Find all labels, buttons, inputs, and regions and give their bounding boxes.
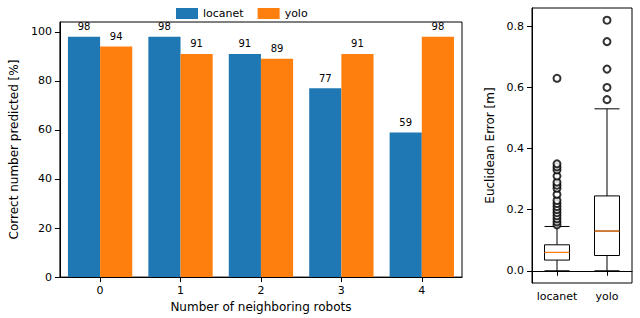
svg-text:locanet: locanet — [203, 7, 244, 20]
svg-text:91: 91 — [351, 38, 364, 49]
svg-text:0.4: 0.4 — [507, 142, 525, 155]
svg-text:yolo: yolo — [595, 290, 618, 303]
svg-text:77: 77 — [319, 73, 332, 84]
svg-text:40: 40 — [38, 172, 52, 185]
svg-text:100: 100 — [31, 25, 52, 38]
svg-text:locanet: locanet — [537, 290, 578, 303]
svg-text:3: 3 — [338, 284, 345, 297]
svg-text:98: 98 — [78, 21, 91, 32]
svg-text:0.2: 0.2 — [507, 203, 525, 216]
svg-text:0: 0 — [97, 284, 104, 297]
svg-text:0: 0 — [45, 271, 52, 284]
svg-text:yolo: yolo — [285, 7, 308, 20]
svg-text:20: 20 — [38, 222, 52, 235]
svg-text:Euclidean Error [m]: Euclidean Error [m] — [483, 87, 497, 203]
svg-text:2: 2 — [257, 284, 264, 297]
svg-text:91: 91 — [238, 38, 251, 49]
svg-text:98: 98 — [158, 21, 171, 32]
svg-text:1: 1 — [177, 284, 184, 297]
svg-text:Correct number predicted [%]: Correct number predicted [%] — [7, 60, 21, 240]
svg-text:0.6: 0.6 — [507, 81, 525, 94]
svg-text:59: 59 — [399, 117, 412, 128]
svg-text:98: 98 — [432, 21, 445, 32]
svg-text:0.8: 0.8 — [507, 20, 525, 33]
svg-text:Number of neighboring robots: Number of neighboring robots — [170, 300, 351, 314]
svg-text:60: 60 — [38, 123, 52, 136]
svg-text:94: 94 — [110, 31, 123, 42]
svg-text:4: 4 — [418, 284, 425, 297]
svg-text:89: 89 — [271, 43, 284, 54]
svg-text:0.0: 0.0 — [507, 264, 525, 277]
svg-text:80: 80 — [38, 74, 52, 87]
svg-text:91: 91 — [190, 38, 203, 49]
